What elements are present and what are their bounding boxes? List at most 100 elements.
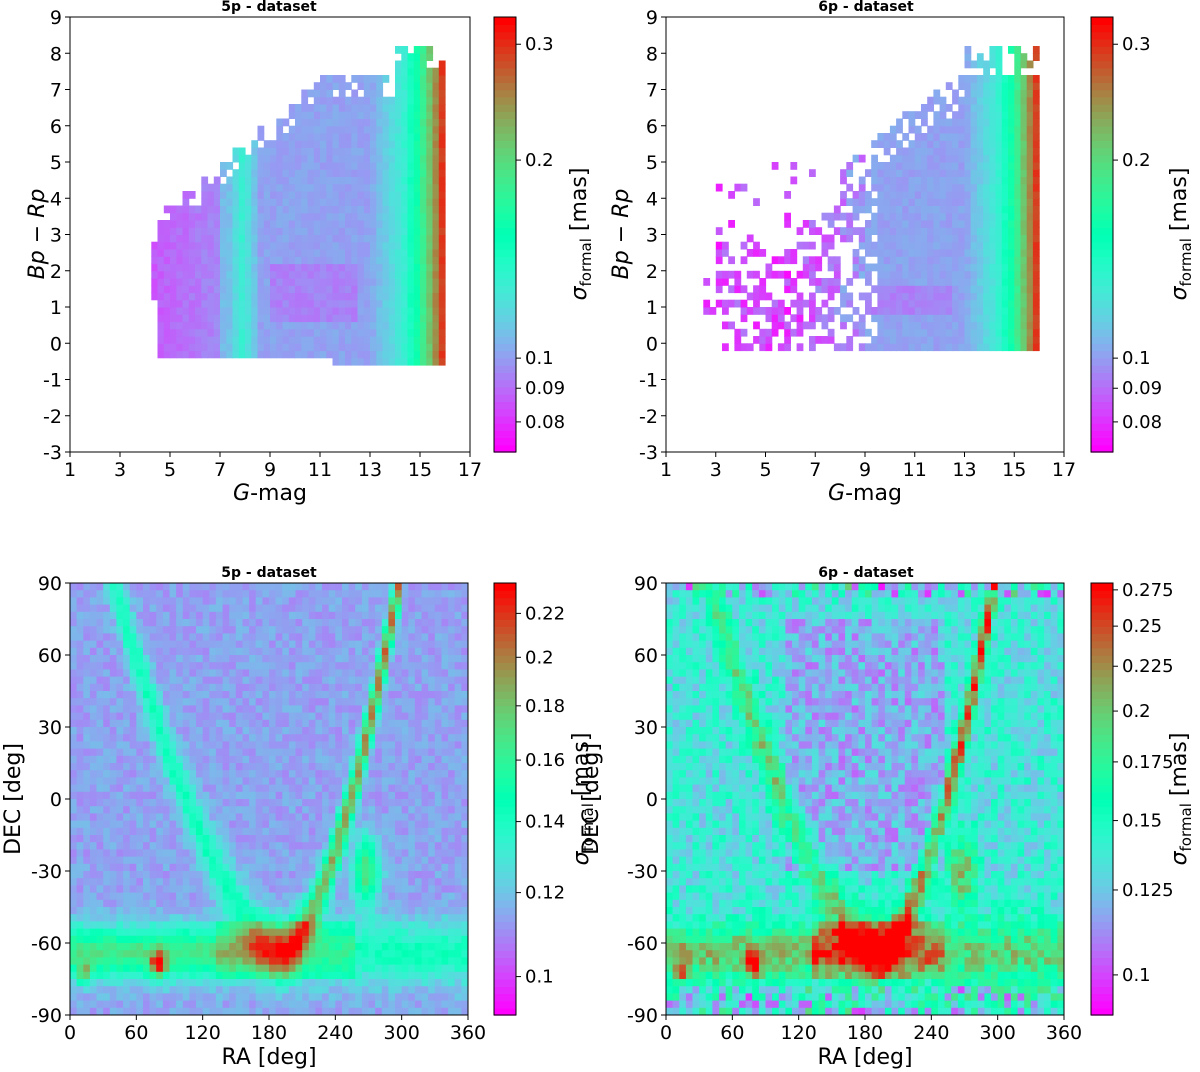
heatmap-cell [970, 234, 978, 243]
heatmap-cell [395, 270, 402, 279]
colorbar-band [494, 263, 516, 272]
heatmap-cell [129, 662, 137, 670]
heatmap-cell [1001, 234, 1009, 243]
heatmap-cell [382, 205, 390, 214]
heatmap-cell [209, 856, 217, 865]
heatmap-cell [169, 619, 177, 627]
heatmap-cell [270, 321, 277, 330]
heatmap-cell [332, 292, 340, 301]
heatmap-cell [939, 191, 947, 199]
heatmap-cell [176, 604, 184, 613]
heatmap-cell [275, 878, 283, 886]
panel-top-right: 6p - dataset 1 3 5 7 9 11 13 15 17 -3-2-10123456… [609, 0, 1195, 506]
heatmap-cell [1032, 183, 1040, 192]
heatmap-cell [176, 662, 184, 670]
heatmap-cell [202, 964, 210, 973]
heatmap-cell [242, 856, 250, 865]
heatmap-cell [96, 856, 104, 865]
heatmap-cell [251, 270, 259, 279]
heatmap-cell [116, 907, 124, 915]
heatmap-cell [202, 892, 210, 901]
heatmap-cell [213, 241, 221, 250]
heatmap-cell [76, 611, 84, 620]
heatmap-cell [215, 892, 223, 901]
heatmap-cell [149, 647, 157, 656]
heatmap-cell [295, 350, 302, 359]
heatmap-cell [1014, 292, 1022, 301]
x-tick-label: 3 [114, 459, 126, 481]
heatmap-cell [1032, 299, 1040, 308]
heatmap-cell [136, 979, 144, 987]
heatmap-cell [170, 227, 177, 235]
heatmap-cell [307, 111, 315, 119]
heatmap-cell [295, 249, 302, 257]
heatmap-cell [1026, 104, 1034, 112]
colorbar: 0.080.090.10.20.3 [493, 16, 565, 453]
heatmap-cell [858, 314, 866, 323]
heatmap-cell [209, 611, 217, 620]
heatmap-cell [388, 125, 396, 134]
colorbar-band [494, 241, 516, 250]
heatmap-cell [983, 343, 990, 352]
heatmap-cell [215, 993, 223, 1002]
heatmap-cell [802, 220, 810, 228]
heatmap-cell [156, 712, 164, 721]
heatmap-cell [889, 278, 897, 286]
heatmap-cell [196, 755, 204, 764]
heatmap-cell [933, 256, 941, 265]
heatmap-cell [295, 140, 302, 148]
heatmap-cell [282, 154, 290, 163]
heatmap-cell [70, 604, 78, 613]
heatmap-cell [149, 986, 157, 994]
heatmap-cell [1032, 125, 1040, 134]
heatmap-cell [215, 935, 223, 944]
heatmap-cell [209, 647, 217, 656]
heatmap-cell [989, 46, 997, 54]
heatmap-cell [226, 220, 234, 228]
heatmap-cell [282, 727, 290, 735]
heatmap-cell [162, 640, 170, 649]
heatmap-cell [189, 842, 197, 850]
heatmap-cell [220, 278, 227, 286]
heatmap-cell [363, 169, 371, 177]
heatmap-cell [202, 583, 210, 591]
heatmap-cell [970, 220, 978, 228]
heatmap-cell [215, 957, 223, 966]
heatmap-cell [1032, 263, 1040, 272]
heatmap-cell [1020, 205, 1028, 214]
heatmap-cell [257, 147, 265, 156]
heatmap-cell [821, 314, 829, 323]
heatmap-cell [976, 147, 984, 156]
heatmap-cell [432, 205, 440, 214]
heatmap-cell [235, 719, 243, 728]
heatmap-cell [202, 935, 210, 944]
heatmap-cell [809, 336, 816, 344]
heatmap-cell [123, 763, 131, 771]
heatmap-cell [189, 583, 197, 591]
heatmap-cell [413, 104, 421, 112]
heatmap-cell [213, 205, 221, 214]
heatmap-cell [883, 212, 891, 221]
heatmap-cell [83, 914, 91, 922]
heatmap-cell [976, 328, 984, 337]
heatmap-cell [840, 321, 847, 330]
heatmap-cell [235, 1000, 243, 1009]
heatmap-cell [89, 914, 97, 922]
heatmap-cell [395, 314, 402, 323]
heatmap-cell [189, 943, 197, 951]
heatmap-cell [771, 256, 779, 265]
heatmap-cell [1008, 191, 1015, 199]
heatmap-cell [229, 763, 237, 771]
heatmap-cell [432, 147, 440, 156]
heatmap-cell [370, 256, 377, 265]
heatmap-cell [889, 343, 897, 352]
heatmap-cell [1008, 321, 1015, 330]
heatmap-cell [382, 96, 390, 105]
colorbar-band [1091, 75, 1113, 83]
heatmap-cell [202, 597, 210, 606]
heatmap-cell [209, 741, 217, 750]
heatmap-cell [363, 104, 371, 112]
heatmap-cell [116, 734, 124, 742]
heatmap-cell [970, 147, 978, 156]
heatmap-cell [176, 986, 184, 994]
